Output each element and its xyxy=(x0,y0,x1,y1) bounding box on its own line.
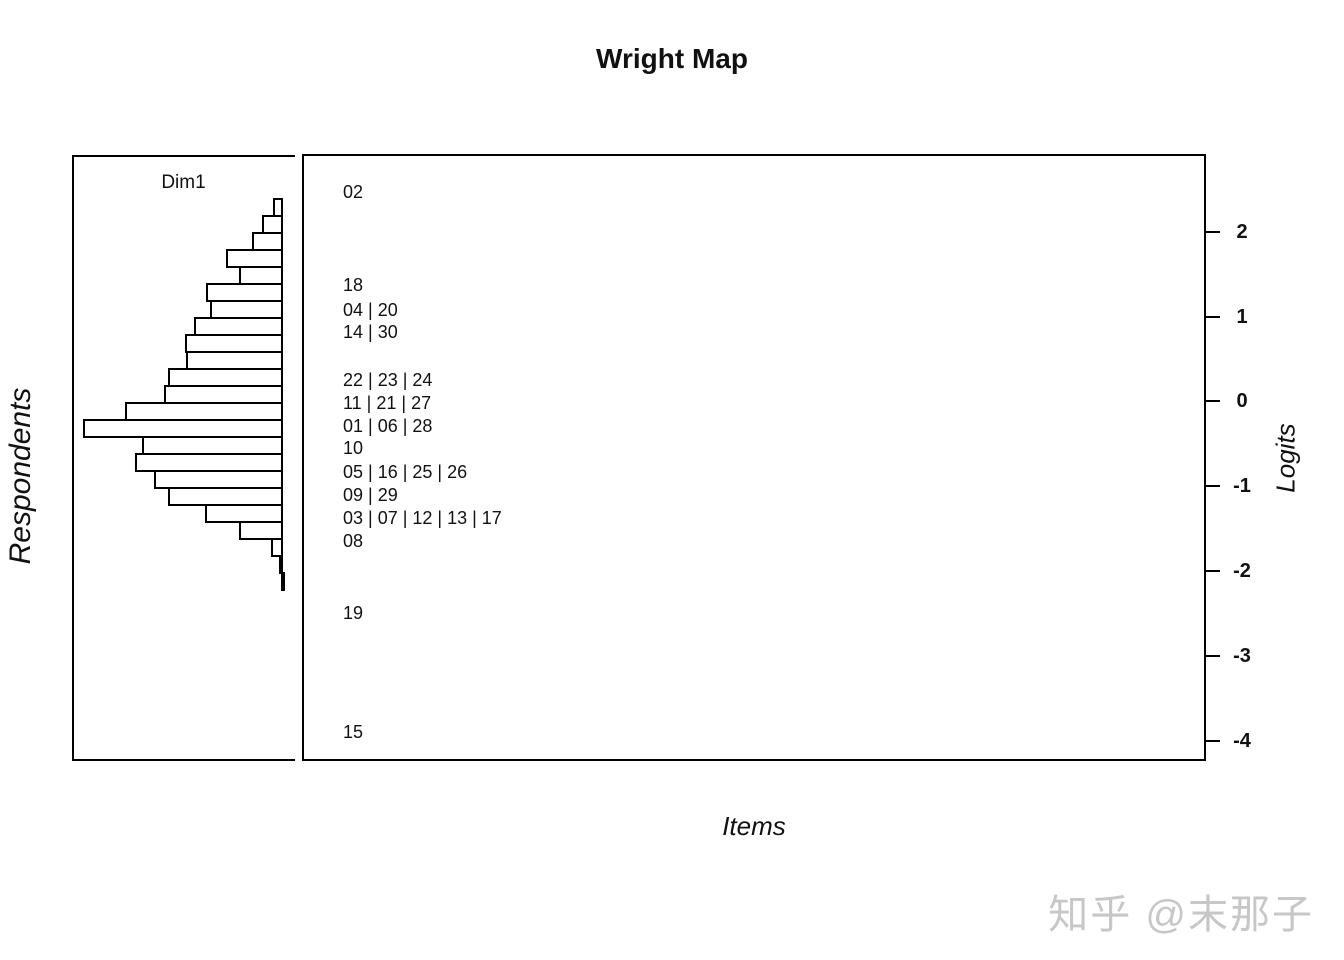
logit-tick-mark xyxy=(1206,485,1220,487)
logit-tick-mark xyxy=(1206,231,1220,233)
logit-tick-mark xyxy=(1206,570,1220,572)
logit-tick-mark xyxy=(1206,655,1220,657)
item-panel xyxy=(302,154,1206,761)
logit-tick-label: -2 xyxy=(1233,560,1251,582)
logit-tick-label: 1 xyxy=(1236,306,1248,328)
item-row: 22 | 23 | 24 xyxy=(343,370,433,390)
logit-tick-label: 2 xyxy=(1236,221,1248,243)
item-row: 01 | 06 | 28 xyxy=(343,416,433,436)
logit-tick-label: 0 xyxy=(1236,390,1248,412)
item-row: 15 xyxy=(343,722,364,742)
item-row: 11 | 21 | 27 xyxy=(343,393,432,413)
logit-tick-label: -4 xyxy=(1233,730,1251,752)
logit-tick-mark xyxy=(1206,400,1220,402)
logit-tick-mark xyxy=(1206,740,1220,742)
logit-tick-mark xyxy=(1206,316,1220,318)
item-row: 05 | 16 | 25 | 26 xyxy=(343,462,468,482)
item-row: 08 xyxy=(343,531,364,551)
histogram-bar xyxy=(271,538,283,557)
logits-axis-label: Logits xyxy=(1270,423,1301,493)
dimension-header: Dim1 xyxy=(161,172,206,193)
item-row: 19 xyxy=(343,603,364,623)
item-row: 02 xyxy=(343,182,364,202)
item-row: 03 | 07 | 12 | 13 | 17 xyxy=(343,508,502,528)
logit-tick-label: -1 xyxy=(1233,475,1251,497)
item-row: 04 | 20 xyxy=(343,300,398,320)
histogram-bar xyxy=(239,521,283,540)
items-axis-label: Items xyxy=(722,811,786,841)
item-row: 09 | 29 xyxy=(343,485,398,505)
watermark: 知乎 @末那子 xyxy=(1048,893,1314,937)
histogram-bar xyxy=(281,572,285,591)
item-row: 10 xyxy=(343,438,364,458)
logit-tick-label: -3 xyxy=(1233,645,1251,667)
item-row: 14 | 30 xyxy=(343,322,398,342)
respondents-axis-label: Respondents xyxy=(4,387,37,565)
item-row: 18 xyxy=(343,275,364,295)
page-title: Wright Map xyxy=(596,43,748,74)
